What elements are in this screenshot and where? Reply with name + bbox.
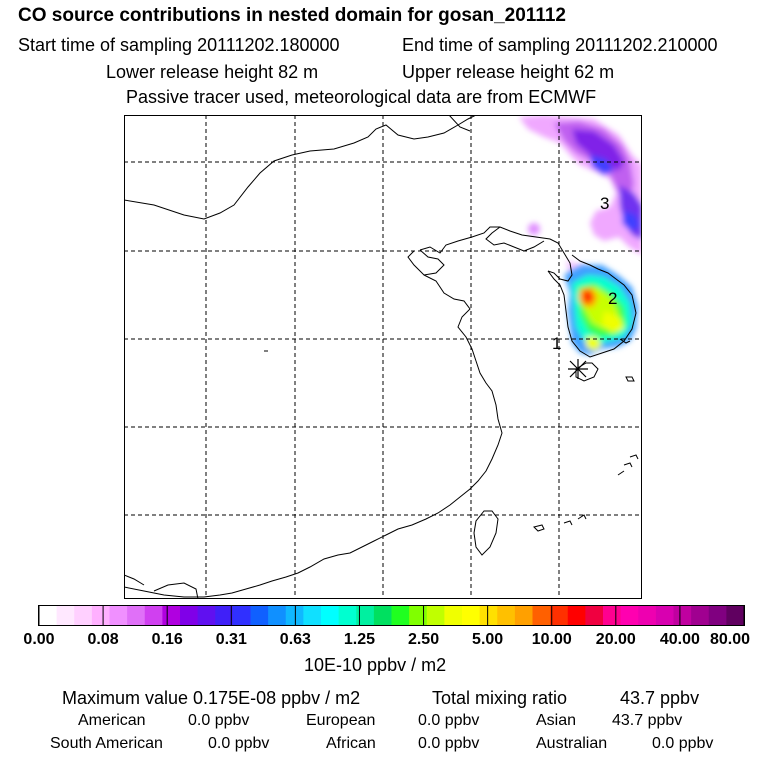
colorbar-cell [391,606,410,625]
map-panel: 3 2 1 [124,115,642,599]
colorbar-tick-label: 1.25 [343,631,376,648]
colorbar-tick-label: 0.16 [151,631,183,648]
colorbar-cell [497,606,516,625]
colorbar-cell [726,606,745,625]
colorbar-cell [638,606,657,625]
colorbar-tick-label: 2.50 [407,631,440,648]
colorbar-tick-label: 0.63 [279,631,311,648]
colorbar-cell [39,606,58,625]
colorbar-cell [268,606,287,625]
region-value-european: 0.0 ppbv [418,712,480,729]
region-name-american: American [78,712,146,729]
lower-release-height-label: Lower release height 82 m [106,62,319,82]
colorbar-cell [109,606,128,625]
region-value-australian: 0.0 ppbv [652,735,714,752]
colorbar-cell [56,606,75,625]
colorbar-tick-label: 20.00 [595,631,636,648]
colorbar-tick-label: 0.31 [215,631,247,648]
colorbar-tick-label: 0.08 [87,631,119,648]
colorbar-tick-label: 0.00 [23,631,55,648]
colorbar-cell [127,606,146,625]
colorbar-cell [620,606,639,625]
colorbar-cell [409,606,428,625]
colorbar-cell [232,606,252,625]
colorbar-cell [74,606,93,625]
colorbar-tick-label: 40.00 [659,631,700,648]
region-name-south-american: South American [50,735,163,752]
colorbar-cell [250,606,269,625]
region-name-australian: Australian [536,735,608,752]
colorbar-cell [585,606,604,625]
colorbar-cell [514,606,534,625]
colorbar-cell [215,606,234,625]
colorbar-cell [655,606,675,625]
colorbar-cell [567,606,586,625]
colorbar-cell [462,606,481,625]
colorbar-tick-label: 5.00 [472,631,504,648]
colorbar-cell [373,606,393,625]
colorbar-cell [532,606,551,625]
colorbar-cell [180,606,199,625]
colorbar-cell [444,606,463,625]
region-value-american: 0.0 ppbv [188,712,250,729]
coastlines [124,115,639,599]
total-mixing-ratio-value: 43.7 ppbv [620,688,700,708]
colorbar-cell [338,606,357,625]
colorbar-cell [426,606,445,625]
region-name-european: European [306,712,376,729]
colorbar-tick-label: 80.00 [709,631,751,648]
region-name-asian: Asian [536,712,577,729]
map-marker-3: 3 [600,194,609,213]
map-marker-1: 1 [552,334,561,353]
plume-region-korea [564,265,638,355]
colorbar-cell [603,606,622,625]
colorbar [38,605,745,626]
total-mixing-ratio-label: Total mixing ratio [432,688,568,708]
tracer-note: Passive tracer used, meteorological data… [126,87,597,107]
upper-release-height-label: Upper release height 62 m [402,62,615,82]
region-name-african: African [326,735,376,752]
receptor-asterisk-marker [568,359,588,379]
region-value-asian: 43.7 ppbv [612,712,683,729]
region-value-south-american: 0.0 ppbv [208,735,270,752]
colorbar-cell [356,606,375,625]
colorbar-cell [691,606,710,625]
colorbar-cell [479,606,498,625]
lat-lon-grid [124,115,642,599]
colorbar-cell [144,606,163,625]
map-marker-2: 2 [608,289,617,308]
colorbar-cell [673,606,692,625]
region-value-african: 0.0 ppbv [418,735,480,752]
colorbar-unit-label: 10E-10 ppbv / m2 [304,655,447,675]
figure-title: CO source contributions in nested domain… [18,5,566,26]
colorbar-cell [708,606,727,625]
colorbar-cell [303,606,322,625]
max-value-label: Maximum value 0.175E-08 ppbv / m2 [62,688,361,708]
end-time-label: End time of sampling 20111202.210000 [402,35,718,55]
colorbar-cell [197,606,216,625]
colorbar-cell [91,606,111,625]
start-time-label: Start time of sampling 20111202.180000 [18,35,340,55]
colorbar-cell [162,606,181,625]
colorbar-tick-label: 10.00 [531,631,572,648]
colorbar-cell [321,606,340,625]
colorbar-cell [550,606,569,625]
